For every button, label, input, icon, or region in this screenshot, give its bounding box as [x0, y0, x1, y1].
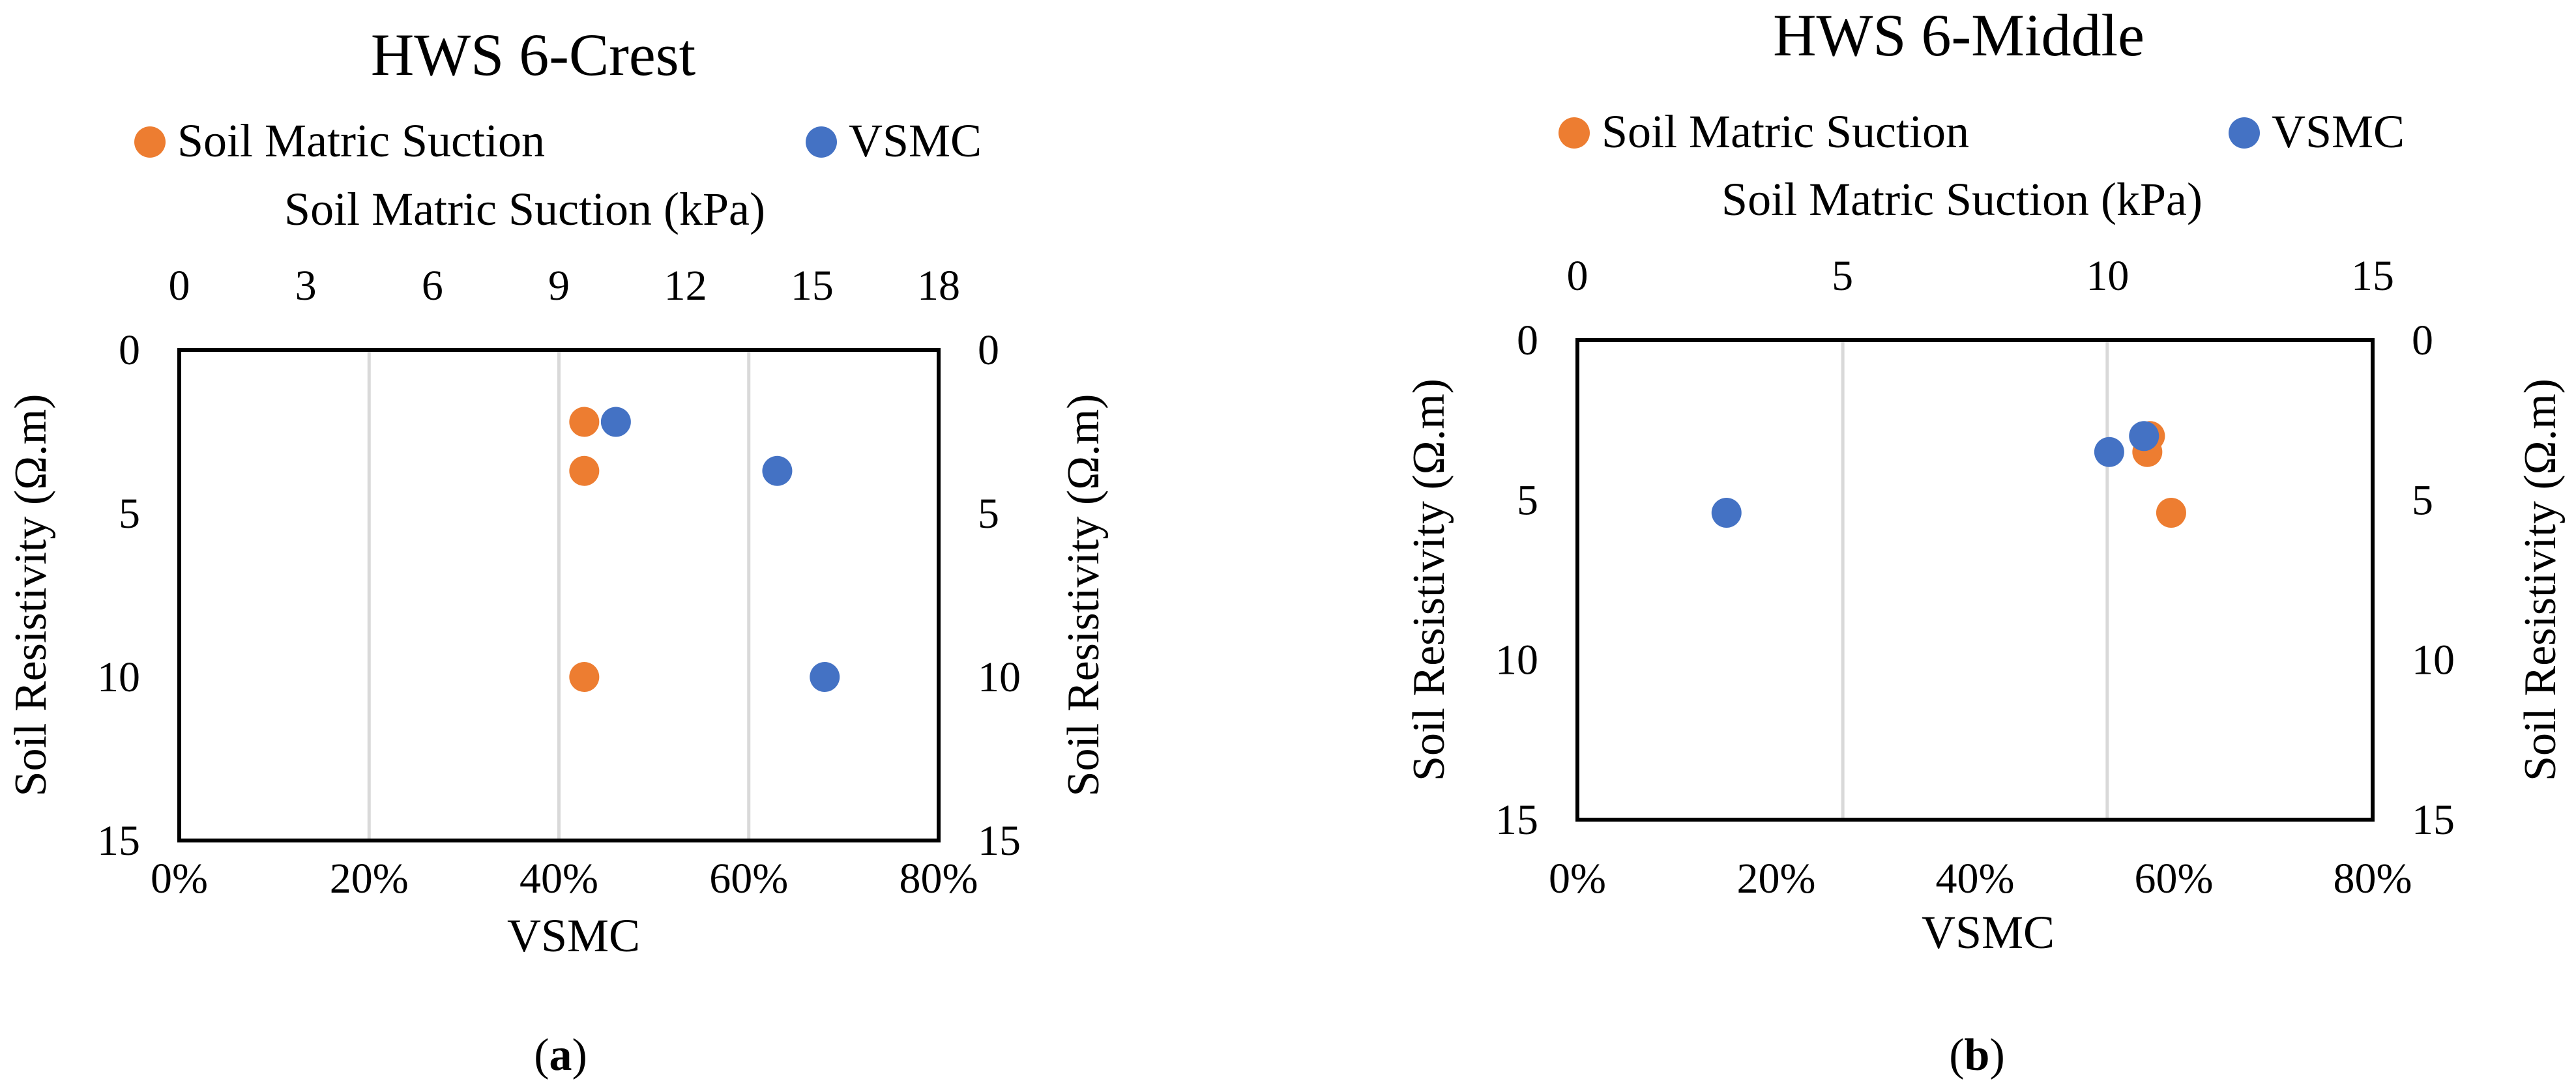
legend-label-suction: Soil Matric Suction — [177, 115, 545, 167]
bottom-tick-label: 80% — [2334, 855, 2412, 902]
top-tick-label: 5 — [1832, 252, 1853, 300]
top-tick-label: 15 — [2351, 252, 2394, 300]
top-tick-label: 18 — [917, 262, 960, 309]
bottom-tick-label: 20% — [330, 855, 409, 902]
bottom-tick-label: 40% — [520, 855, 598, 902]
right-tick-label: 10 — [978, 654, 1021, 701]
chart-panel-b: HWS 6-Middle Soil Matric Suction VSMC Soil … — [1404, 2, 2566, 1080]
panel-label: (b) — [1949, 1030, 2005, 1080]
bottom-axis-label: VSMC — [507, 910, 640, 962]
right-axis-label: Soil Resistivity (Ω.m) — [1059, 394, 1109, 797]
legend-label-vsmc: VSMC — [2272, 106, 2405, 158]
point-vsmc-2 — [810, 662, 840, 692]
top-tick-label: 3 — [295, 262, 317, 309]
point-suction-0 — [569, 407, 600, 437]
right-tick-label: 10 — [2412, 637, 2455, 684]
right-axis-label: Soil Resistivity (Ω.m) — [2515, 379, 2566, 781]
point-vsmc-0 — [2129, 421, 2159, 452]
bottom-tick-label: 0% — [151, 855, 208, 902]
bottom-tick-label: 60% — [2135, 855, 2214, 902]
left-tick-label: 0 — [119, 326, 140, 374]
bottom-tick-label: 20% — [1737, 855, 1816, 902]
bottom-tick-label: 40% — [1936, 855, 2015, 902]
panel-letter: a — [549, 1030, 572, 1080]
left-tick-label: 0 — [1517, 317, 1538, 364]
left-tick-label: 10 — [1495, 637, 1538, 684]
point-suction-1 — [569, 455, 600, 486]
legend-marker-vsmc — [806, 126, 837, 158]
point-suction-2 — [569, 662, 600, 692]
point-vsmc-1 — [2094, 437, 2124, 467]
bottom-axis-label: VSMC — [1922, 906, 2055, 958]
left-tick-label: 10 — [97, 654, 140, 701]
top-axis-label: Soil Matric Suction (kPa) — [1721, 173, 2203, 225]
right-tick-label: 5 — [978, 490, 999, 538]
point-vsmc-1 — [762, 455, 793, 486]
plot-frame — [177, 348, 941, 842]
top-tick-label: 15 — [791, 262, 834, 309]
point-vsmc-0 — [600, 407, 631, 437]
top-tick-label: 10 — [2086, 252, 2129, 300]
top-tick-label: 0 — [1567, 252, 1588, 300]
top-tick-label: 12 — [664, 262, 707, 309]
top-tick-label: 9 — [548, 262, 570, 309]
chart-panel-a: HWS 6-Crest Soil Matric Suction VSMC Soil M… — [6, 22, 1109, 1080]
left-tick-label: 15 — [97, 817, 140, 865]
legend-label-suction: Soil Matric Suction — [1602, 106, 1969, 158]
left-axis-label: Soil Resistivity (Ω.m) — [6, 394, 56, 797]
point-vsmc-2 — [1711, 497, 1742, 528]
point-suction-2 — [2156, 497, 2186, 528]
bottom-tick-label: 80% — [900, 855, 978, 902]
panel-letter: b — [1965, 1030, 1990, 1080]
right-tick-label: 0 — [2412, 317, 2433, 364]
right-tick-label: 15 — [978, 817, 1021, 865]
panel-label: (a) — [534, 1030, 587, 1080]
plot-frame — [1575, 338, 2375, 822]
top-tick-label: 0 — [169, 262, 190, 309]
bottom-tick-label: 0% — [1549, 855, 1606, 902]
right-tick-label: 15 — [2412, 796, 2455, 844]
left-axis-label: Soil Resistivity (Ω.m) — [1404, 379, 1454, 781]
right-tick-label: 0 — [978, 326, 999, 374]
bottom-tick-label: 60% — [709, 855, 788, 902]
legend-marker-suction — [1559, 117, 1590, 149]
top-tick-label: 6 — [422, 262, 443, 309]
top-axis-label: Soil Matric Suction (kPa) — [284, 183, 765, 235]
legend-marker-suction — [134, 126, 166, 158]
left-tick-label: 5 — [1517, 476, 1538, 524]
left-tick-label: 5 — [119, 490, 140, 538]
legend-marker-vsmc — [2229, 117, 2260, 149]
chart-title: HWS 6-Crest — [371, 22, 696, 88]
left-tick-label: 15 — [1495, 796, 1538, 844]
chart-title: HWS 6-Middle — [1773, 2, 2144, 68]
right-tick-label: 5 — [2412, 476, 2433, 524]
legend-label-vsmc: VSMC — [849, 115, 982, 167]
